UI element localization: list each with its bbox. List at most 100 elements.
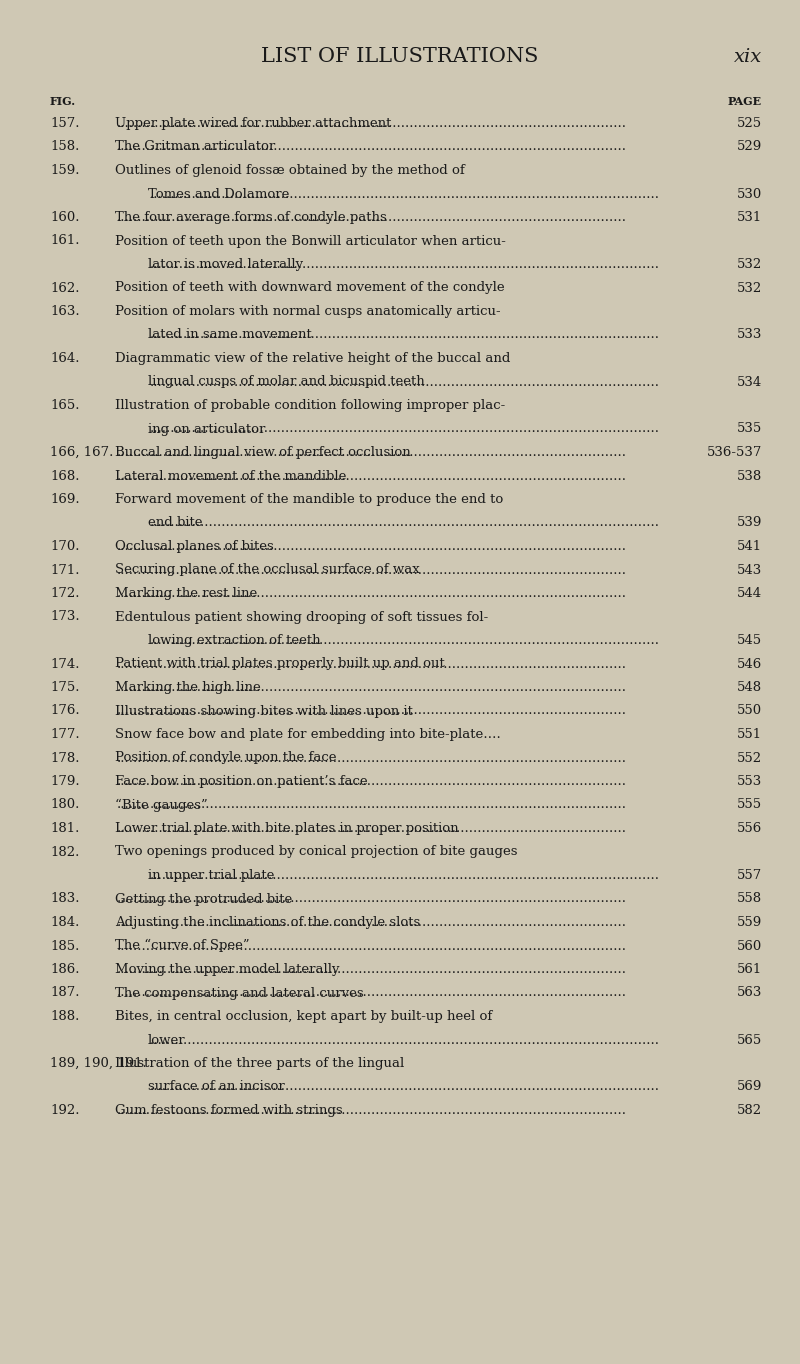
Text: LIST OF ILLUSTRATIONS: LIST OF ILLUSTRATIONS — [262, 46, 538, 65]
Text: 565: 565 — [737, 1034, 762, 1046]
Text: ................................................................................: ........................................… — [150, 423, 660, 435]
Text: ................................................................................: ........................................… — [117, 1103, 627, 1117]
Text: 170.: 170. — [50, 540, 79, 552]
Text: ................................................................................: ........................................… — [117, 469, 627, 483]
Text: ................................................................................: ........................................… — [150, 869, 660, 883]
Text: 161.: 161. — [50, 235, 79, 247]
Text: 176.: 176. — [50, 704, 80, 717]
Text: 181.: 181. — [50, 822, 79, 835]
Text: ................................................................................: ........................................… — [150, 329, 660, 341]
Text: 536-537: 536-537 — [706, 446, 762, 460]
Text: 178.: 178. — [50, 752, 79, 764]
Text: 177.: 177. — [50, 728, 80, 741]
Text: 550: 550 — [737, 704, 762, 717]
Text: ................................................................................: ........................................… — [150, 1034, 660, 1046]
Text: ................................................................................: ........................................… — [117, 752, 627, 764]
Text: ................................................................................: ........................................… — [117, 563, 627, 577]
Text: lowing extraction of teeth: lowing extraction of teeth — [148, 634, 321, 647]
Text: 186.: 186. — [50, 963, 79, 977]
Text: Diagrammatic view of the relative height of the buccal and: Diagrammatic view of the relative height… — [115, 352, 510, 366]
Text: Outlines of glenoid fossæ obtained by the method of: Outlines of glenoid fossæ obtained by th… — [115, 164, 465, 177]
Text: 185.: 185. — [50, 940, 79, 952]
Text: ................................................................................: ........................................… — [117, 775, 627, 788]
Text: 545: 545 — [737, 634, 762, 647]
Text: 535: 535 — [737, 423, 762, 435]
Text: ................................................................................: ........................................… — [117, 704, 627, 717]
Text: 162.: 162. — [50, 281, 79, 295]
Text: 543: 543 — [737, 563, 762, 577]
Text: 183.: 183. — [50, 892, 79, 906]
Text: ................................................................................: ........................................… — [117, 822, 627, 835]
Text: 558: 558 — [737, 892, 762, 906]
Text: 560: 560 — [737, 940, 762, 952]
Text: Illustration of the three parts of the lingual: Illustration of the three parts of the l… — [115, 1057, 404, 1069]
Text: 189, 190, 191.: 189, 190, 191. — [50, 1057, 146, 1069]
Text: The compensating and lateral curves: The compensating and lateral curves — [115, 986, 364, 1000]
Text: 532: 532 — [737, 281, 762, 295]
Text: 160.: 160. — [50, 211, 79, 224]
Text: 529: 529 — [737, 140, 762, 154]
Text: 559: 559 — [737, 917, 762, 929]
Text: 557: 557 — [737, 869, 762, 883]
Text: The four average forms of condyle paths: The four average forms of condyle paths — [115, 211, 386, 224]
Text: Position of teeth upon the Bonwill articulator when articu-: Position of teeth upon the Bonwill artic… — [115, 235, 506, 247]
Text: Snow face bow and plate for embedding into bite-plate….: Snow face bow and plate for embedding in… — [115, 728, 501, 741]
Text: ................................................................................: ........................................… — [117, 917, 627, 929]
Text: 174.: 174. — [50, 657, 79, 671]
Text: ................................................................................: ........................................… — [117, 211, 627, 224]
Text: 546: 546 — [737, 657, 762, 671]
Text: Marking the high line: Marking the high line — [115, 681, 261, 694]
Text: PAGE: PAGE — [728, 95, 762, 106]
Text: ................................................................................: ........................................… — [117, 446, 627, 460]
Text: 168.: 168. — [50, 469, 79, 483]
Text: 532: 532 — [737, 258, 762, 271]
Text: Marking the rest line: Marking the rest line — [115, 587, 258, 600]
Text: end bite: end bite — [148, 517, 202, 529]
Text: ................................................................................: ........................................… — [117, 587, 627, 600]
Text: Edentulous patient showing drooping of soft tissues fol-: Edentulous patient showing drooping of s… — [115, 611, 488, 623]
Text: ................................................................................: ........................................… — [117, 681, 627, 694]
Text: Position of condyle upon the face: Position of condyle upon the face — [115, 752, 337, 764]
Text: 173.: 173. — [50, 611, 80, 623]
Text: in upper trial plate: in upper trial plate — [148, 869, 274, 883]
Text: ................................................................................: ........................................… — [150, 1080, 660, 1094]
Text: 563: 563 — [737, 986, 762, 1000]
Text: 157.: 157. — [50, 117, 79, 130]
Text: 182.: 182. — [50, 846, 79, 858]
Text: The Gritman articulator: The Gritman articulator — [115, 140, 275, 154]
Text: Moving the upper model laterally: Moving the upper model laterally — [115, 963, 339, 977]
Text: 180.: 180. — [50, 798, 79, 812]
Text: ................................................................................: ........................................… — [150, 517, 660, 529]
Text: 582: 582 — [737, 1103, 762, 1117]
Text: Forward movement of the mandible to produce the end to: Forward movement of the mandible to prod… — [115, 492, 503, 506]
Text: 541: 541 — [737, 540, 762, 552]
Text: 169.: 169. — [50, 492, 80, 506]
Text: Face bow in position on patient’s face: Face bow in position on patient’s face — [115, 775, 368, 788]
Text: ................................................................................: ........................................… — [117, 940, 627, 952]
Text: 164.: 164. — [50, 352, 79, 366]
Text: ................................................................................: ........................................… — [117, 540, 627, 552]
Text: lator is moved laterally: lator is moved laterally — [148, 258, 303, 271]
Text: ................................................................................: ........................................… — [117, 117, 627, 130]
Text: 184.: 184. — [50, 917, 79, 929]
Text: ................................................................................: ........................................… — [117, 892, 627, 906]
Text: 561: 561 — [737, 963, 762, 977]
Text: ................................................................................: ........................................… — [117, 986, 627, 1000]
Text: Position of molars with normal cusps anatomically articu-: Position of molars with normal cusps ana… — [115, 306, 501, 318]
Text: 171.: 171. — [50, 563, 79, 577]
Text: xix: xix — [734, 48, 762, 65]
Text: ................................................................................: ........................................… — [150, 258, 660, 271]
Text: lower: lower — [148, 1034, 186, 1046]
Text: 544: 544 — [737, 587, 762, 600]
Text: 172.: 172. — [50, 587, 79, 600]
Text: ................................................................................: ........................................… — [117, 798, 627, 812]
Text: 188.: 188. — [50, 1009, 79, 1023]
Text: Gum festoons formed with strings: Gum festoons formed with strings — [115, 1103, 342, 1117]
Text: ................................................................................: ........................................… — [117, 657, 627, 671]
Text: 534: 534 — [737, 375, 762, 389]
Text: Lower trial plate with bite plates in proper position: Lower trial plate with bite plates in pr… — [115, 822, 458, 835]
Text: 539: 539 — [737, 517, 762, 529]
Text: 187.: 187. — [50, 986, 79, 1000]
Text: ................................................................................: ........................................… — [117, 963, 627, 977]
Text: Tomes and Dolamore: Tomes and Dolamore — [148, 187, 290, 201]
